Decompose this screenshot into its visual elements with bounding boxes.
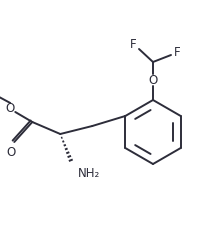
Text: O: O [7,145,16,158]
Text: F: F [130,38,136,51]
Text: O: O [6,102,15,115]
Text: NH₂: NH₂ [78,167,100,180]
Text: O: O [148,74,158,87]
Text: F: F [174,46,180,59]
